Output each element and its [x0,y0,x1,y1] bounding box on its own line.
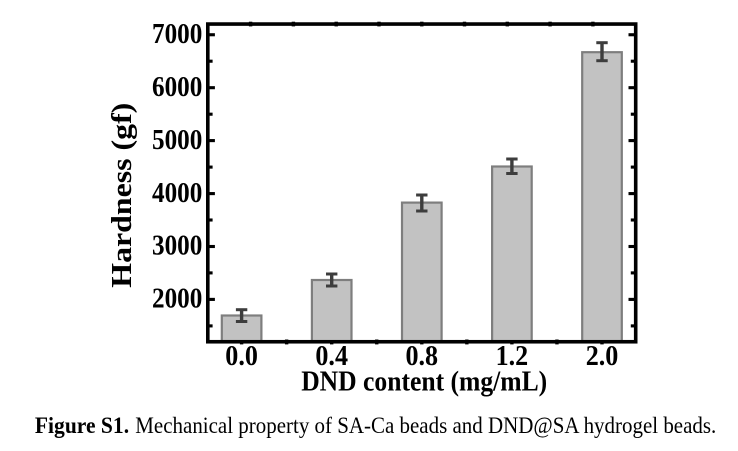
svg-text:0.4: 0.4 [315,340,348,372]
svg-text:5000: 5000 [152,124,202,156]
svg-text:0.0: 0.0 [225,340,258,372]
svg-text:Hardness (gf): Hardness (gf) [106,103,138,288]
svg-text:2.0: 2.0 [586,340,619,372]
svg-text:3000: 3000 [152,230,202,262]
svg-text:7000: 7000 [152,18,202,50]
svg-text:0.8: 0.8 [406,340,439,372]
svg-text:2000: 2000 [152,283,202,315]
svg-text:DND content (mg/mL): DND content (mg/mL) [301,367,547,398]
svg-text:1.2: 1.2 [496,340,529,372]
svg-text:6000: 6000 [152,71,202,103]
svg-text:4000: 4000 [152,177,202,209]
svg-text:Figure S1.Mechanical property: Figure S1. Mechanical property of SA-Ca b… [35,413,716,438]
